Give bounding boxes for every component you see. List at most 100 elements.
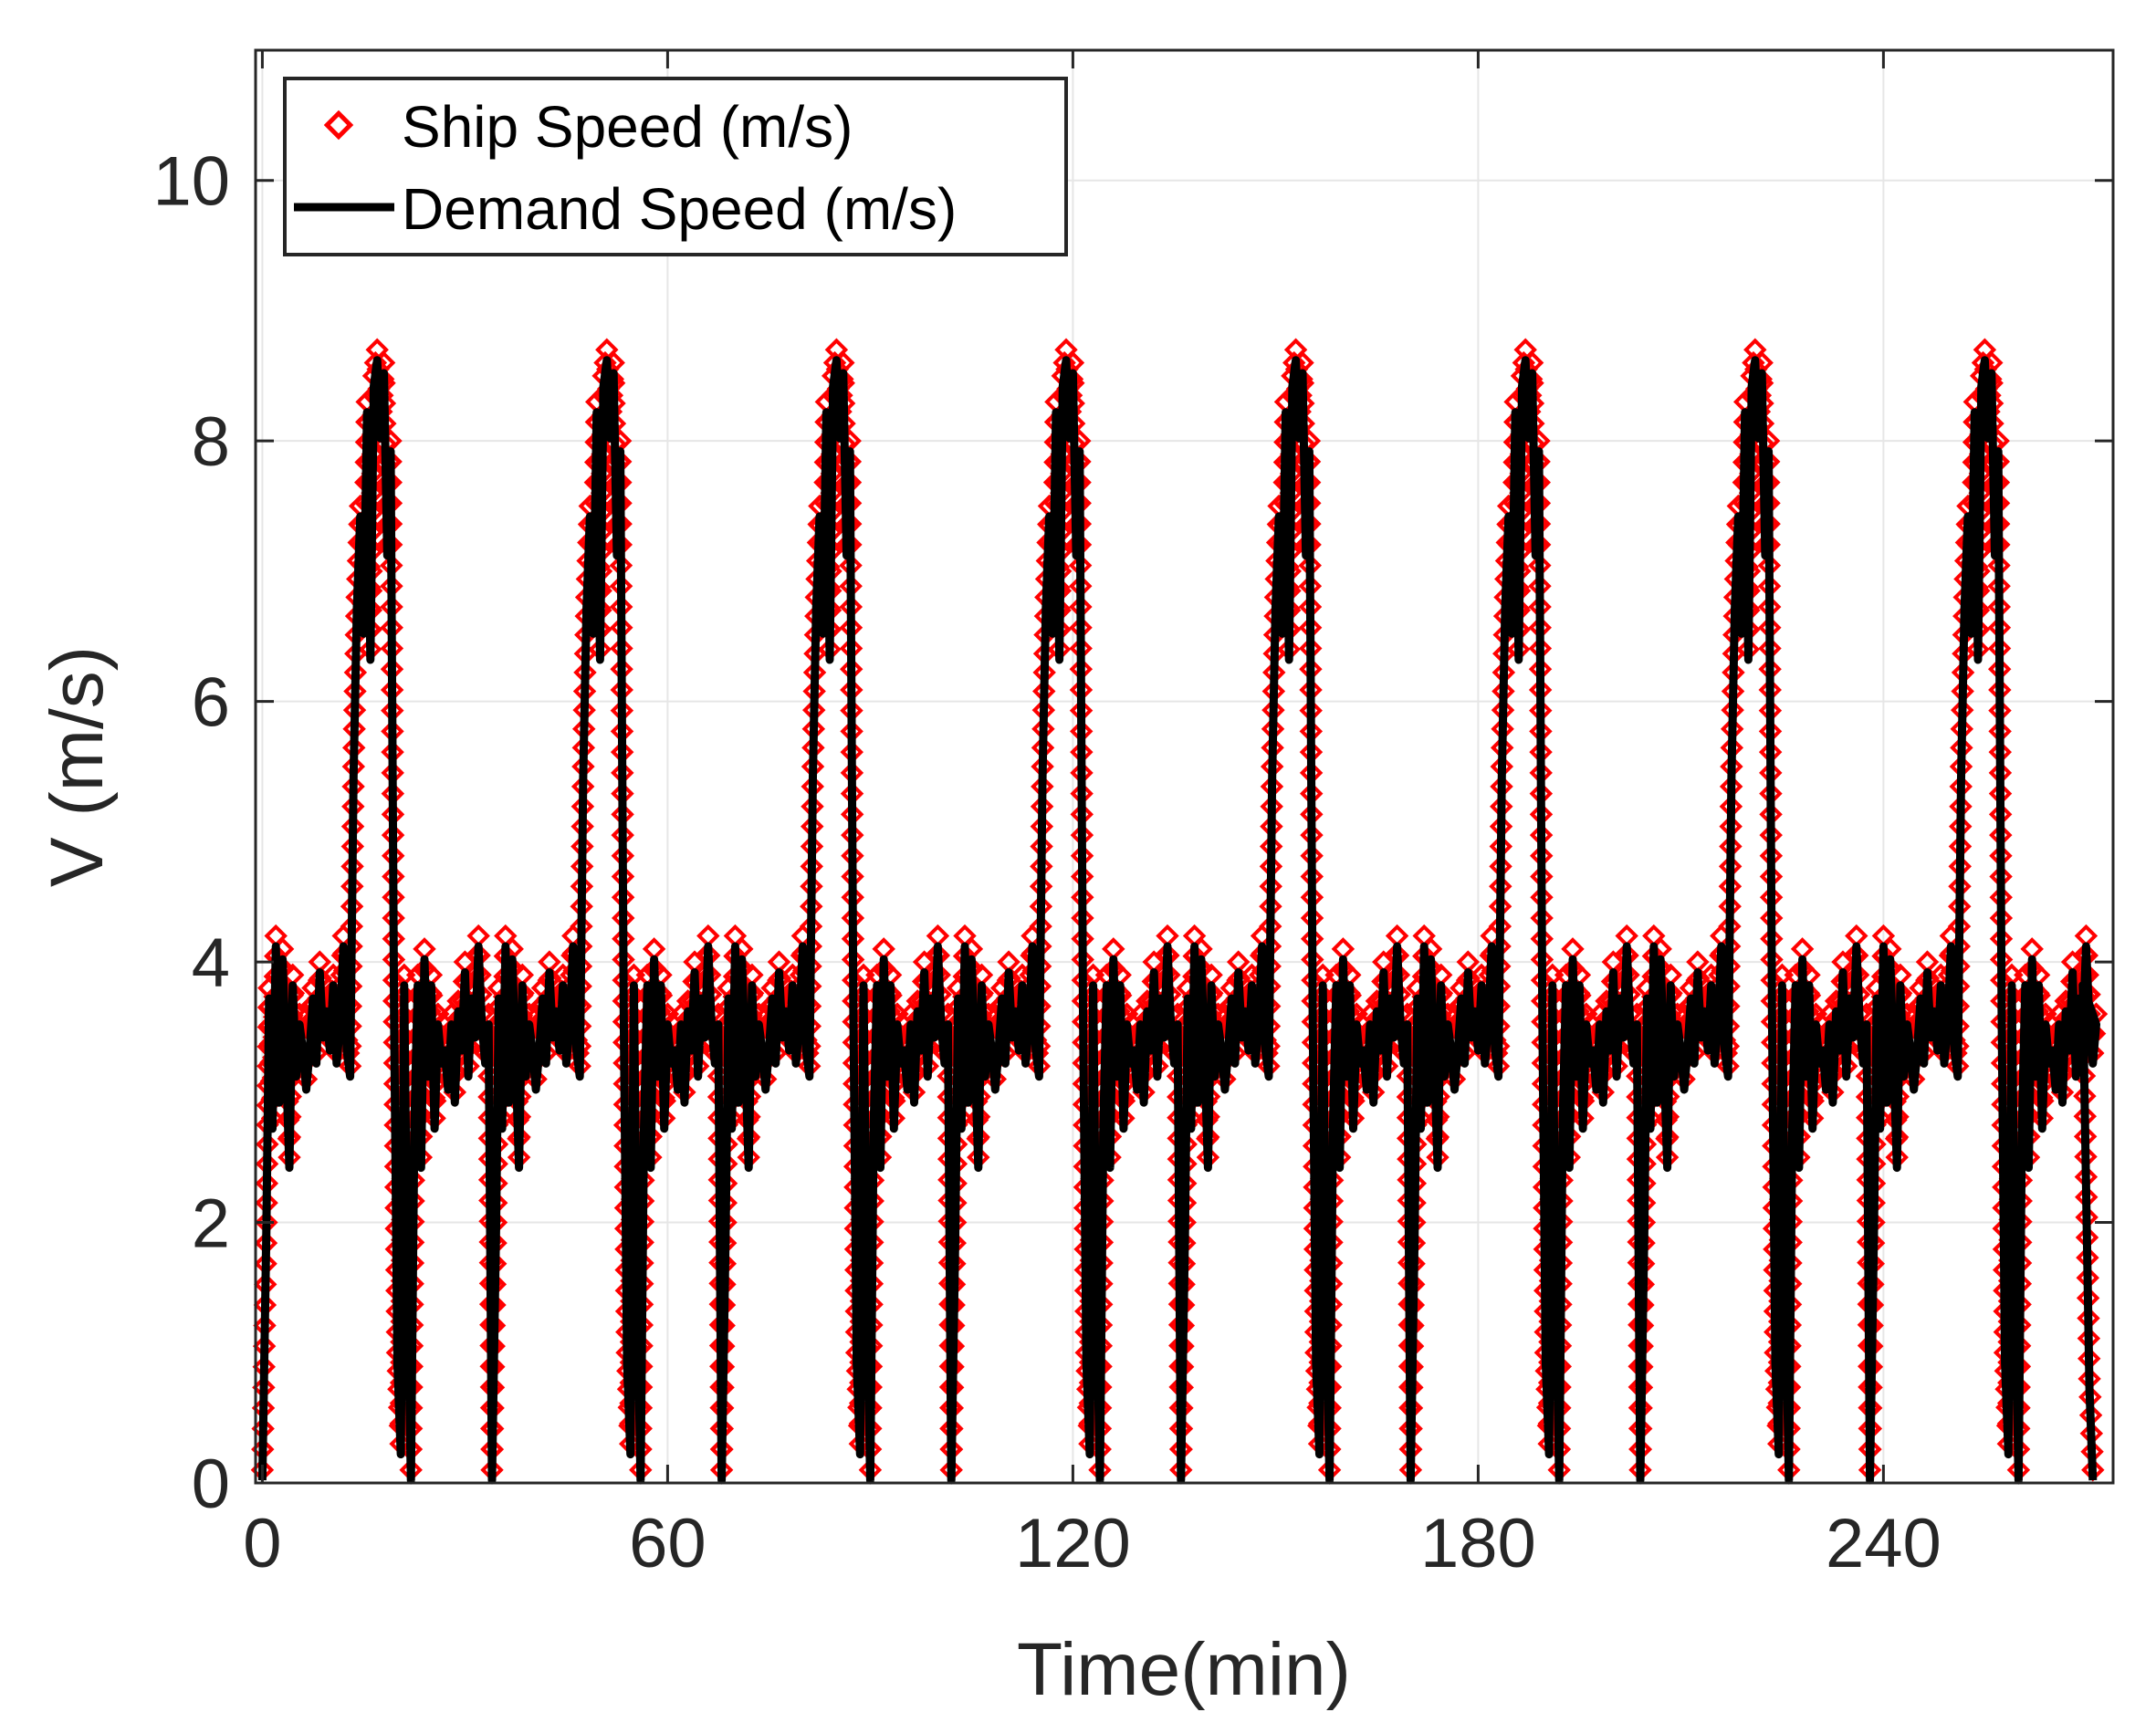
ship-speed-point: [622, 984, 646, 1007]
ship-speed-point: [610, 636, 633, 661]
ship-speed-point: [1102, 937, 1125, 961]
ship-speed-point: [840, 678, 863, 702]
ship-speed-point: [840, 761, 864, 785]
ship-speed-point: [1030, 854, 1053, 879]
ship-speed-point: [251, 1437, 275, 1461]
ship-speed-point: [1259, 854, 1283, 879]
ship-speed-point: [1156, 924, 1179, 948]
ship-speed-point: [570, 894, 593, 918]
ship-speed-point: [340, 814, 365, 839]
ship-speed-point: [413, 937, 436, 961]
ship-speed-point: [1031, 698, 1056, 722]
ship-speed-point: [841, 844, 864, 868]
ship-speed-point: [573, 661, 597, 684]
ship-speed-point: [255, 1171, 279, 1195]
ship-speed-point: [308, 950, 332, 974]
ship-speed-point: [571, 736, 596, 760]
ship-speed-point: [255, 1152, 279, 1176]
ship-speed-point: [1261, 698, 1285, 722]
ship-speed-point: [799, 914, 823, 938]
ship-speed-point: [1070, 802, 1094, 827]
ship-speed-point: [939, 1457, 963, 1482]
ship-speed-point: [1088, 1457, 1112, 1482]
ship-speed-point: [858, 1457, 883, 1482]
ship-speed-point: [538, 950, 561, 974]
ship-speed-point: [588, 637, 612, 662]
ship-speed-point: [341, 736, 366, 760]
ship-speed-point: [840, 802, 864, 827]
ship-speed-point: [1260, 755, 1284, 778]
ship-speed-point: [840, 719, 863, 744]
ship-speed-point: [1071, 885, 1094, 909]
ship-speed-point: [642, 937, 666, 961]
ship-speed-point: [1031, 755, 1054, 778]
ship-speed-point: [1070, 823, 1094, 847]
ship-speed-point: [1031, 775, 1054, 799]
ship-speed-point: [1259, 874, 1282, 899]
ship-speed-point: [802, 661, 827, 684]
ship-speed-point: [629, 1457, 653, 1482]
ship-speed-point: [1260, 795, 1283, 819]
ship-speed-point: [1261, 679, 1286, 704]
ship-speed-point: [340, 914, 364, 938]
ship-speed-point: [380, 553, 403, 578]
ship-speed-point: [610, 698, 634, 723]
ship-speed-point: [256, 1133, 279, 1156]
ship-speed-point: [1068, 553, 1093, 578]
x-tick-label: 180: [1420, 1505, 1536, 1582]
ship-speed-point: [610, 678, 633, 702]
ship-speed-point: [251, 1416, 275, 1441]
ship-speed-point: [341, 755, 366, 778]
ship-speed-point: [254, 1252, 277, 1276]
ship-speed-point: [570, 834, 594, 859]
ship-speed-point: [801, 795, 824, 819]
y-tick-label: 0: [192, 1446, 230, 1523]
ship-speed-point: [1029, 894, 1053, 918]
ship-speed-point: [1071, 906, 1094, 930]
ship-speed-point: [382, 864, 405, 889]
ship-speed-point: [841, 906, 865, 930]
ship-speed-point: [1030, 834, 1053, 859]
x-tick-label: 0: [243, 1505, 281, 1582]
ship-speed-point: [610, 616, 633, 640]
ship-speed-point: [340, 854, 364, 879]
ship-speed-point: [1030, 814, 1054, 839]
y-tick-label: 2: [192, 1185, 230, 1263]
ship-speed-point: [1261, 736, 1284, 760]
ship-speed-legend-label: Ship Speed (m/s): [402, 94, 853, 160]
ship-speed-point: [380, 636, 404, 661]
ship-speed-point: [255, 1210, 278, 1235]
ship-speed-point: [571, 717, 596, 741]
ship-speed-point: [1169, 1457, 1193, 1482]
ship-speed-point: [611, 761, 634, 785]
y-tick-label: 4: [192, 924, 230, 1002]
ship-speed-point: [841, 926, 865, 951]
ship-speed-point: [1032, 661, 1056, 684]
ship-speed-point: [841, 823, 864, 847]
ship-speed-point: [380, 616, 403, 640]
ship-speed-point: [392, 984, 416, 1007]
ship-speed-point: [380, 574, 403, 599]
ship-speed-point: [381, 740, 404, 764]
ship-speed-point: [612, 906, 635, 930]
ship-speed-point: [381, 802, 405, 827]
ship-speed-point: [252, 1334, 277, 1358]
y-tick-label: 6: [192, 664, 230, 742]
ship-speed-point: [611, 802, 634, 827]
ship-speed-point: [1029, 874, 1053, 899]
y-tick-label: 8: [192, 403, 230, 481]
ship-speed-point: [612, 947, 635, 972]
ship-speed-point: [381, 761, 404, 785]
ship-speed-point: [382, 885, 405, 909]
ship-speed-point: [480, 1457, 504, 1482]
ship-speed-point: [852, 963, 875, 987]
ship-speed-point: [1069, 657, 1094, 681]
ship-speed-point: [380, 595, 403, 619]
ship-speed-point: [801, 775, 824, 799]
ship-speed-point: [609, 574, 633, 599]
ship-speed-point: [570, 914, 593, 938]
ship-speed-point: [340, 894, 364, 918]
ship-speed-point: [839, 553, 863, 578]
ship-speed-point: [340, 874, 364, 899]
ship-speed-point: [1070, 844, 1094, 868]
